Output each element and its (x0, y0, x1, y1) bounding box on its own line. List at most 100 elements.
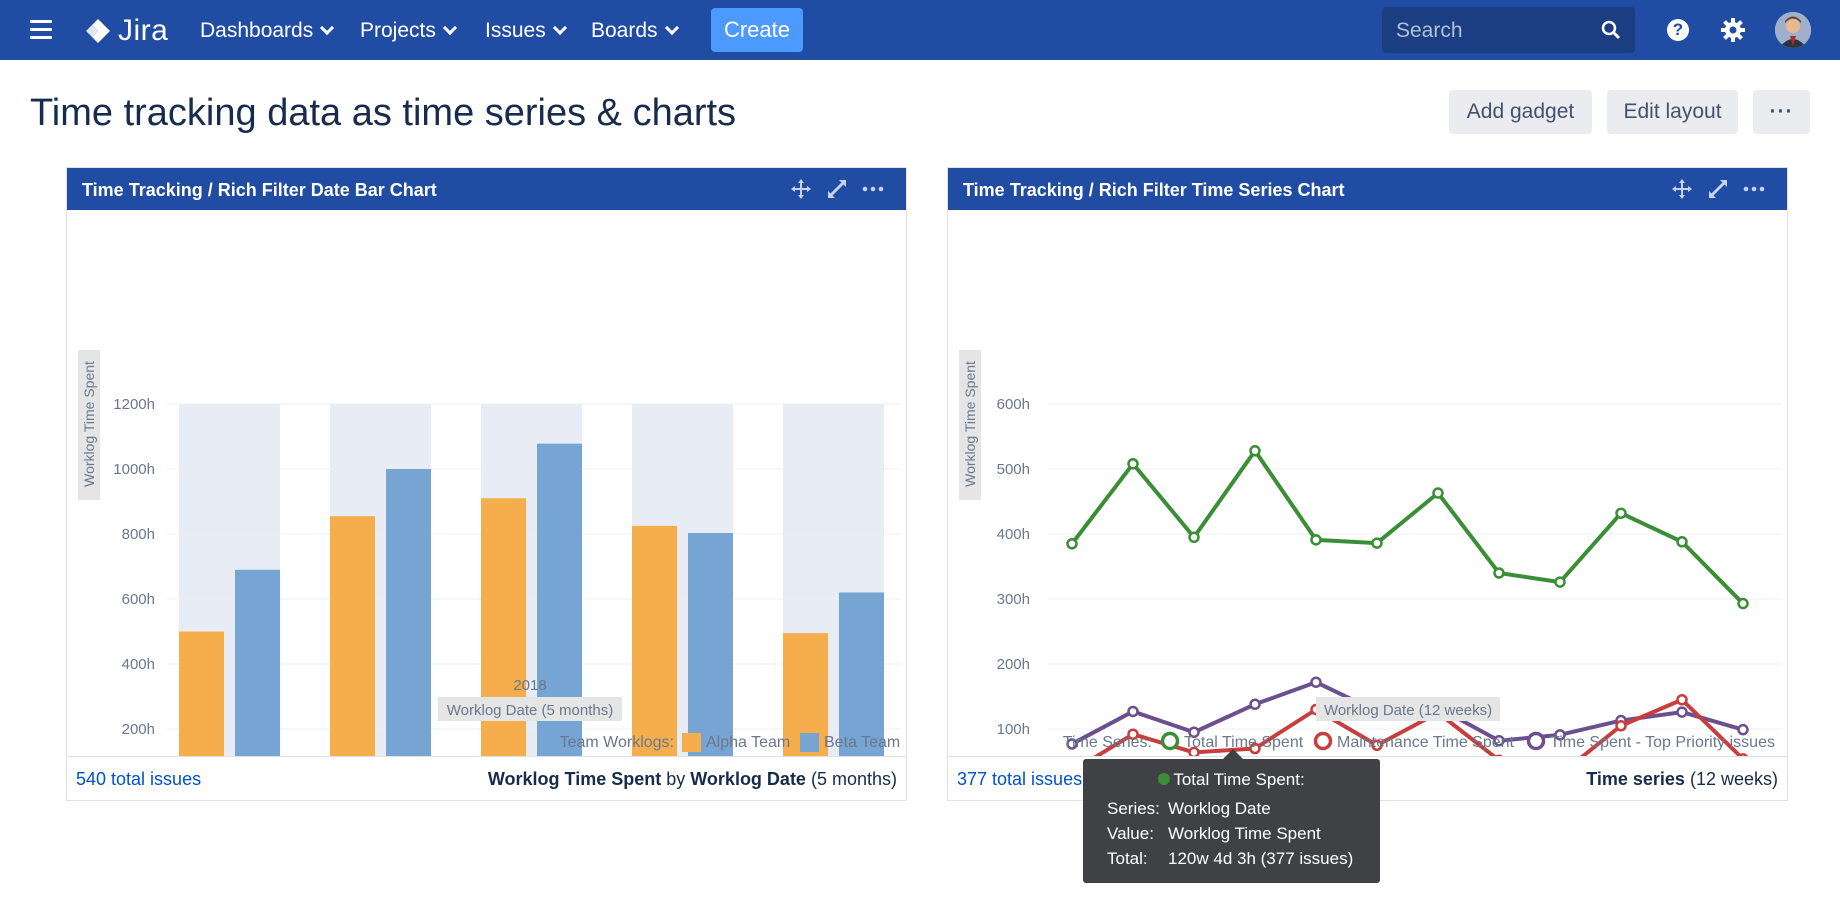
tooltip-value: Worklog Date (1168, 799, 1271, 818)
create-button[interactable]: Create (711, 8, 803, 52)
more-actions-button[interactable]: ··· (1753, 90, 1810, 134)
more-icon[interactable] (1743, 178, 1765, 200)
point-time-spent-top-priority-issues-w38[interactable] (1493, 734, 1505, 747)
y-tick-label: 100h (997, 721, 1030, 738)
point-total-time-spent-w32[interactable] (1127, 458, 1139, 470)
gadget-footer: 540 total issues Worklog Time Spent by W… (67, 756, 906, 800)
y-axis-label-bg (959, 350, 981, 500)
x-group-label: 2018 (513, 677, 546, 694)
bar-beta-team-oct[interactable] (839, 592, 884, 757)
chart-legend: Team Worklogs: Alpha Team Beta Team (560, 733, 900, 752)
gadget-title: Time Tracking / Rich Filter Date Bar Cha… (82, 180, 437, 200)
point-maintenance-time-spent-w34[interactable] (1249, 742, 1261, 755)
legend-swatch-alpha (682, 733, 701, 752)
move-icon[interactable] (790, 178, 812, 200)
series-line-total-time-spent[interactable] (1070, 448, 1745, 605)
chevron-down-icon (552, 20, 567, 36)
jira-logo-icon (86, 19, 110, 43)
y-tick-label: 300h (997, 591, 1030, 608)
gear-icon[interactable] (1720, 17, 1746, 43)
total-issues-link[interactable]: 377 total issues (957, 769, 1083, 789)
more-icon[interactable] (862, 178, 884, 200)
point-time-spent-top-priority-issues-w34[interactable] (1249, 698, 1261, 711)
point-total-time-spent-w36[interactable] (1371, 537, 1383, 549)
point-total-time-spent-w33[interactable] (1188, 531, 1200, 543)
point-time-spent-top-priority-issues-w33[interactable] (1188, 726, 1200, 738)
tooltip-value: Worklog Time Spent (1168, 824, 1321, 843)
point-maintenance-time-spent-w41[interactable] (1676, 694, 1688, 706)
point-time-spent-top-priority-issues-w31[interactable] (1066, 738, 1078, 750)
legend-item-alpha[interactable]: Alpha Team (706, 734, 790, 751)
y-tick-label: 1000h (113, 461, 155, 478)
y-axis-label: Worklog Time Spent (81, 361, 97, 487)
gadget-footer-description: Time series (12 weeks) (1586, 769, 1778, 790)
add-gadget-button[interactable]: Add gadget (1449, 90, 1592, 134)
point-total-time-spent-w34[interactable] (1249, 445, 1261, 457)
point-time-spent-top-priority-issues-w39[interactable] (1554, 729, 1566, 741)
point-total-time-spent-w31[interactable] (1066, 538, 1078, 550)
point-total-time-spent-w40[interactable] (1615, 507, 1627, 519)
time-series-gadget: Time Tracking / Rich Filter Time Series … (947, 167, 1788, 801)
tooltip-key: Total: (1107, 849, 1148, 868)
point-time-spent-top-priority-issues-w35[interactable] (1310, 676, 1322, 688)
point-maintenance-time-spent-w40[interactable] (1615, 720, 1627, 732)
point-total-time-spent-w35[interactable] (1310, 534, 1322, 546)
nav-issues[interactable]: Issues (485, 19, 567, 43)
menu-icon[interactable] (30, 20, 52, 40)
jira-logo[interactable]: Jira (84, 14, 168, 48)
edit-layout-button[interactable]: Edit layout (1607, 90, 1738, 134)
nav-projects[interactable]: Projects (360, 19, 457, 43)
legend-item-top-priority[interactable]: Time Spent - Top Priority issues (1550, 734, 1775, 751)
point-time-spent-top-priority-issues-w42[interactable] (1737, 723, 1749, 736)
tooltip-key: Value: (1107, 824, 1154, 843)
bar-alpha-team-jul[interactable] (330, 516, 375, 756)
bar-chart: 0h200h400h600h800h1000h1200h JunJulAugSe… (78, 350, 900, 757)
logo-text: Jira (118, 14, 169, 47)
nav-boards[interactable]: Boards (591, 19, 679, 43)
y-tick-label: 800h (122, 526, 155, 543)
bar-beta-team-jul[interactable] (386, 469, 431, 756)
footer-range: (5 months) (810, 769, 897, 789)
point-maintenance-time-spent-w42[interactable] (1738, 753, 1748, 756)
bar-alpha-team-jun[interactable] (179, 631, 224, 757)
avatar[interactable] (1775, 12, 1811, 48)
y-tick-label: 400h (122, 656, 155, 673)
nav-dashboards[interactable]: Dashboards (200, 19, 335, 43)
tooltip-key: Series: (1107, 799, 1160, 818)
point-total-time-spent-w37[interactable] (1432, 487, 1444, 499)
y-axis-label-bg (78, 350, 100, 500)
total-issues-link[interactable]: 540 total issues (76, 769, 202, 789)
footer-dimension: Worklog Date (690, 769, 806, 789)
expand-icon[interactable] (826, 178, 848, 200)
move-icon[interactable] (1671, 178, 1693, 200)
tooltip-row: Series: Worklog Date (1107, 799, 1356, 819)
bar-alpha-team-sep[interactable] (632, 525, 677, 756)
legend-item-total[interactable]: Total Time Spent (1184, 734, 1304, 751)
legend-marker-top-priority (1526, 731, 1546, 751)
nav-boards-label: Boards (591, 19, 658, 42)
footer-by: by (666, 769, 686, 789)
bar-beta-team-sep[interactable] (688, 533, 733, 756)
footer-measure: Worklog Time Spent (487, 769, 662, 789)
point-maintenance-time-spent-w32[interactable] (1127, 728, 1139, 740)
nav-issues-label: Issues (485, 19, 546, 42)
point-time-spent-top-priority-issues-w32[interactable] (1127, 705, 1139, 718)
expand-icon[interactable] (1707, 178, 1729, 200)
search-icon[interactable] (1601, 20, 1621, 40)
point-total-time-spent-w41[interactable] (1676, 536, 1688, 548)
chevron-down-icon (664, 20, 679, 36)
search-input[interactable]: Search (1382, 7, 1635, 53)
legend-item-beta[interactable]: Beta Team (824, 734, 900, 751)
series-line-maintenance-time-spent[interactable] (1072, 697, 1743, 756)
gadget-footer: 377 total issues Time series (12 weeks) (948, 756, 1787, 800)
legend-item-maintenance[interactable]: Maintenance Time Spent (1337, 734, 1515, 751)
bar-beta-team-jun[interactable] (235, 569, 280, 756)
chart-tooltip: Total Time Spent: Series: Worklog Date Va… (1083, 749, 1380, 883)
point-maintenance-time-spent-w33[interactable] (1188, 746, 1200, 756)
point-total-time-spent-w38[interactable] (1493, 567, 1505, 579)
point-total-time-spent-w39[interactable] (1554, 576, 1566, 588)
help-icon[interactable]: ? (1667, 19, 1689, 41)
point-total-time-spent-w42[interactable] (1737, 597, 1749, 610)
point-maintenance-time-spent-w36[interactable] (1371, 739, 1383, 751)
point-time-spent-top-priority-issues-w41[interactable] (1676, 706, 1688, 718)
